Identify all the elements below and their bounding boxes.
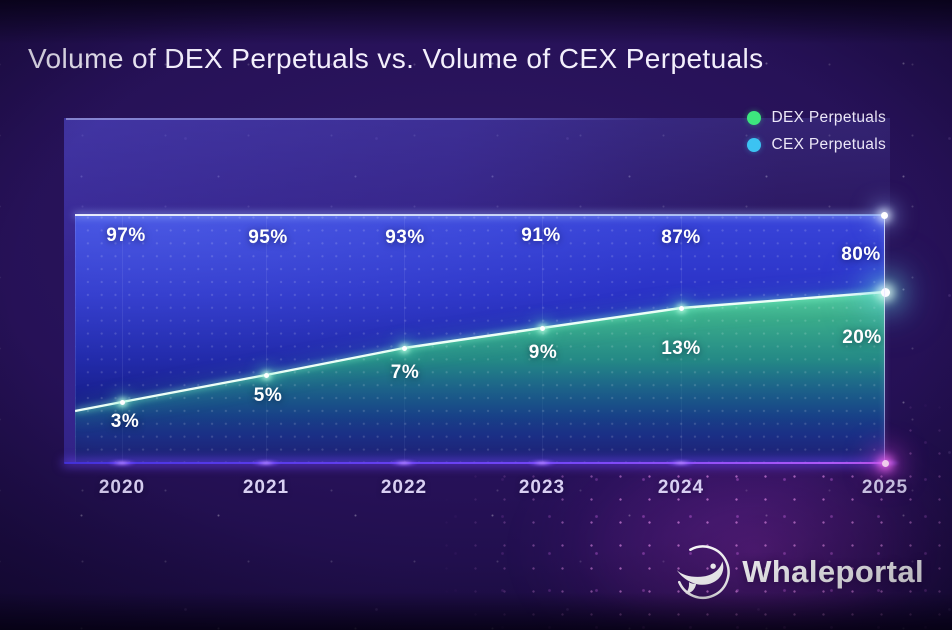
corner-glow-top-right bbox=[881, 212, 888, 219]
panel-top-edge bbox=[66, 118, 661, 120]
plot-left-border bbox=[75, 215, 76, 463]
dex-value-label: 5% bbox=[253, 385, 283, 406]
plot-top-border bbox=[75, 214, 885, 216]
cex-value-label: 91% bbox=[521, 225, 561, 246]
plot-right-border bbox=[883, 215, 885, 463]
legend-label-dex: DEX Perpetuals bbox=[771, 109, 886, 126]
cex-value-label: 93% bbox=[385, 227, 425, 248]
x-axis-label: 2020 bbox=[98, 477, 146, 498]
corner-glow-bottom-right bbox=[882, 460, 889, 467]
x-axis-label: 2025 bbox=[861, 477, 909, 498]
whale-logo-icon bbox=[677, 545, 730, 600]
plot-area: 97% 95% 93% 91% 87% 80% 3% 5% 7% 9% 13% 20% bbox=[64, 212, 900, 467]
dex-value-label: 7% bbox=[390, 362, 420, 383]
plot-bottom-border bbox=[64, 461, 889, 464]
legend-item-cex[interactable]: CEX Perpetuals bbox=[746, 136, 886, 154]
x-axis-label: 2022 bbox=[380, 477, 428, 498]
dex-value-label: 13% bbox=[661, 338, 701, 359]
chart-title: Volume of DEX Perpetuals vs. Volume of C… bbox=[28, 43, 764, 74]
x-axis-label: 2024 bbox=[657, 477, 705, 498]
value-label-layer: 97% 95% 93% 91% 87% 80% 3% 5% 7% 9% 13% 20% bbox=[75, 215, 885, 463]
cex-value-label: 80% bbox=[841, 244, 881, 265]
cex-value-label: 95% bbox=[248, 227, 288, 248]
cex-series-dot-icon bbox=[746, 138, 761, 152]
x-axis-label: 2021 bbox=[242, 477, 290, 498]
dex-value-label: 3% bbox=[110, 411, 140, 432]
x-axis: 2020 2021 2022 2023 2024 2025 bbox=[75, 477, 907, 503]
dex-value-label: 9% bbox=[528, 342, 558, 363]
brand-name: Whaleportal bbox=[742, 554, 924, 589]
dex-series-dot-icon bbox=[746, 111, 761, 125]
brand-watermark: Whaleportal bbox=[671, 541, 924, 603]
dex-value-label: 20% bbox=[842, 327, 882, 348]
legend-item-dex[interactable]: DEX Perpetuals bbox=[746, 109, 886, 127]
chart-legend: DEX Perpetuals CEX Perpetuals bbox=[746, 109, 886, 154]
cex-value-label: 97% bbox=[106, 225, 146, 246]
legend-label-cex: CEX Perpetuals bbox=[771, 136, 886, 153]
x-axis-label: 2023 bbox=[518, 477, 566, 498]
cex-value-label: 87% bbox=[661, 227, 701, 248]
